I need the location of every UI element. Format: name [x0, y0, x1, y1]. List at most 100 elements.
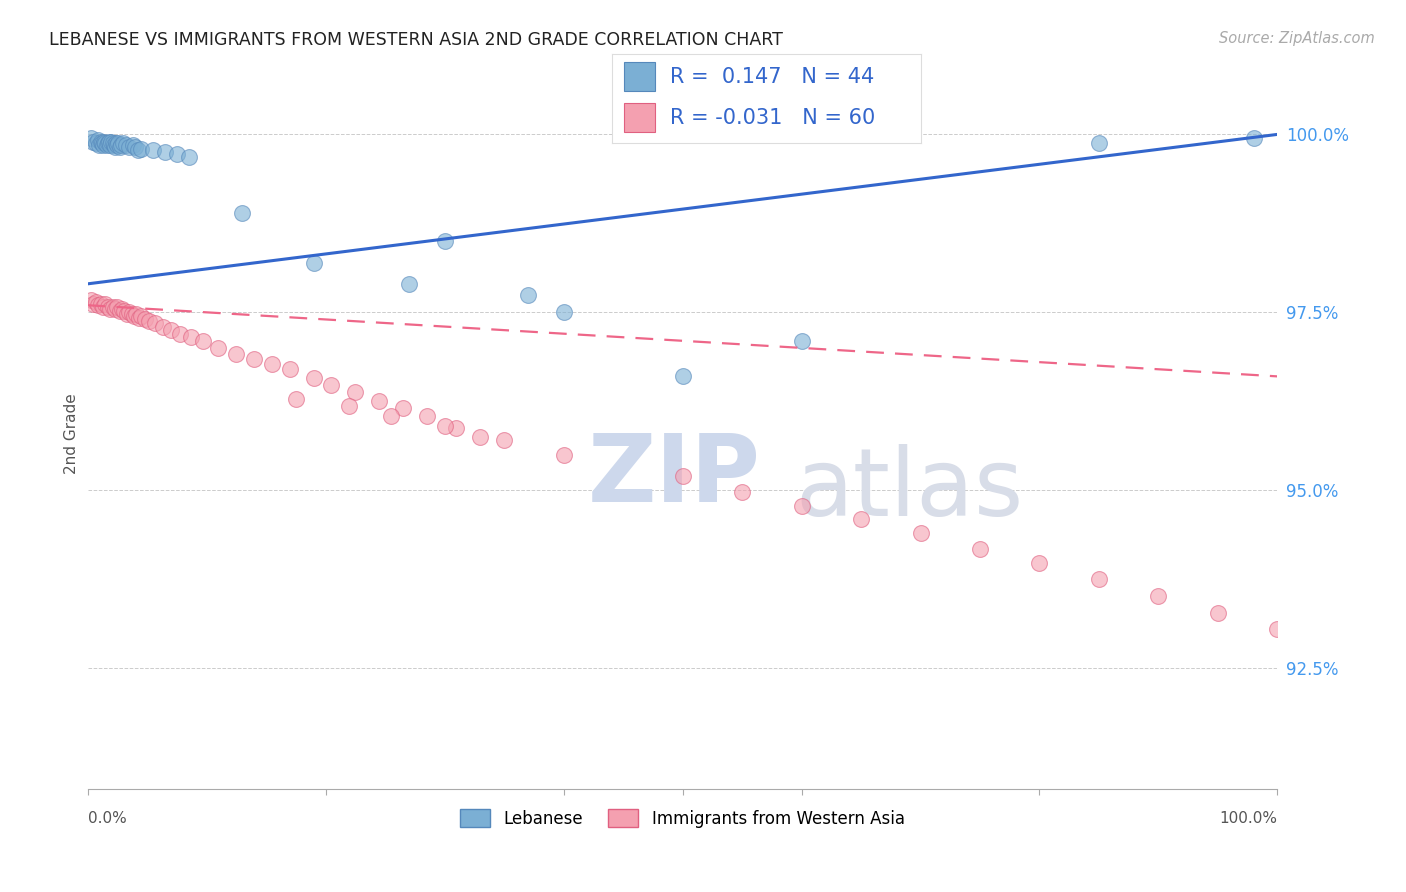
Point — [104, 140, 127, 154]
Point — [105, 300, 128, 314]
Point — [671, 469, 693, 483]
Point — [98, 301, 121, 316]
Point — [105, 138, 128, 153]
Point — [129, 142, 152, 156]
Point — [1206, 606, 1229, 620]
Point — [98, 138, 121, 153]
Text: R =  0.147   N = 44: R = 0.147 N = 44 — [671, 67, 875, 87]
Point — [492, 434, 515, 448]
Point — [1267, 622, 1289, 636]
Point — [107, 136, 129, 150]
Point — [1088, 136, 1111, 150]
Point — [231, 205, 253, 219]
Point — [910, 526, 932, 541]
Y-axis label: 2nd Grade: 2nd Grade — [65, 393, 79, 474]
Point — [97, 135, 120, 149]
Point — [82, 297, 104, 311]
Point — [82, 135, 104, 149]
Point — [101, 136, 124, 150]
Point — [145, 316, 167, 330]
Point — [121, 138, 143, 153]
Point — [94, 136, 117, 150]
Point — [553, 448, 575, 462]
Point — [415, 409, 437, 423]
Point — [138, 314, 160, 328]
Point — [112, 136, 135, 150]
Text: 0.0%: 0.0% — [87, 811, 127, 826]
Point — [84, 294, 107, 309]
Point — [470, 430, 492, 444]
Point — [91, 300, 114, 314]
Point — [114, 138, 136, 153]
Point — [849, 512, 872, 526]
Point — [110, 138, 132, 153]
Point — [118, 305, 141, 319]
Point — [153, 145, 176, 160]
Point — [101, 300, 124, 314]
Point — [969, 541, 991, 556]
Point — [100, 135, 122, 149]
Text: LEBANESE VS IMMIGRANTS FROM WESTERN ASIA 2ND GRADE CORRELATION CHART: LEBANESE VS IMMIGRANTS FROM WESTERN ASIA… — [49, 31, 783, 49]
Point — [97, 300, 120, 314]
Point — [302, 371, 325, 385]
Legend: Lebanese, Immigrants from Western Asia: Lebanese, Immigrants from Western Asia — [454, 803, 911, 834]
Text: atlas: atlas — [796, 444, 1024, 536]
Point — [243, 351, 266, 366]
Point — [90, 136, 112, 150]
Point — [368, 394, 391, 409]
Point — [284, 392, 307, 406]
Point — [177, 150, 200, 164]
Text: Source: ZipAtlas.com: Source: ZipAtlas.com — [1219, 31, 1375, 46]
Point — [84, 136, 107, 150]
Point — [207, 341, 229, 355]
Point — [398, 277, 420, 291]
Point — [1147, 589, 1170, 603]
Point — [128, 311, 150, 326]
Point — [1088, 572, 1111, 586]
Point — [118, 140, 141, 154]
Point — [103, 138, 125, 153]
Point — [380, 409, 402, 423]
Point — [80, 131, 103, 145]
Point — [134, 312, 156, 326]
Point — [115, 307, 138, 321]
Point — [790, 499, 813, 513]
Point — [89, 138, 111, 153]
Point — [321, 378, 343, 392]
Point — [108, 304, 131, 318]
Point — [90, 297, 112, 311]
Point — [127, 143, 149, 157]
Point — [142, 143, 165, 157]
Point — [129, 309, 152, 323]
Point — [433, 234, 456, 248]
Point — [433, 419, 456, 434]
Point — [790, 334, 813, 348]
Point — [91, 138, 114, 153]
Point — [191, 334, 214, 348]
Point — [93, 135, 115, 149]
Point — [392, 401, 415, 416]
Point — [90, 135, 112, 149]
Point — [80, 293, 103, 307]
Point — [516, 287, 538, 301]
Text: R = -0.031   N = 60: R = -0.031 N = 60 — [671, 108, 876, 128]
Point — [553, 305, 575, 319]
Point — [446, 420, 468, 434]
Point — [166, 147, 188, 161]
FancyBboxPatch shape — [624, 62, 655, 91]
Point — [121, 307, 143, 321]
Point — [108, 140, 131, 154]
Point — [96, 138, 118, 153]
Point — [105, 136, 128, 150]
Point — [87, 298, 110, 312]
Point — [152, 319, 174, 334]
Text: ZIP: ZIP — [588, 430, 761, 522]
Point — [125, 307, 148, 321]
Point — [1028, 556, 1050, 570]
Point — [97, 136, 120, 150]
Point — [169, 326, 191, 341]
Point — [671, 369, 693, 384]
Point — [278, 362, 301, 376]
Point — [260, 357, 283, 371]
Point — [87, 133, 110, 147]
